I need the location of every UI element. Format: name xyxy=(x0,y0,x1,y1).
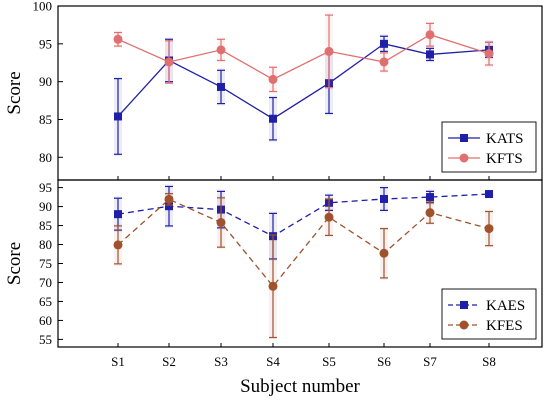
x-tick-label: S6 xyxy=(377,354,391,369)
x-tick-label: S3 xyxy=(214,354,228,369)
y-tick-label: 90 xyxy=(39,199,52,214)
y-tick-label: 70 xyxy=(39,275,52,290)
data-point xyxy=(426,50,434,59)
y-tick-label: 85 xyxy=(39,218,52,233)
y-tick-label: 65 xyxy=(39,294,52,309)
y-tick-label: 95 xyxy=(39,180,52,195)
y-tick-label: 80 xyxy=(39,237,52,252)
data-point xyxy=(484,49,494,59)
series-line xyxy=(117,34,490,81)
data-point xyxy=(484,224,494,234)
data-point xyxy=(217,82,225,91)
x-tick-label: S1 xyxy=(111,354,125,369)
legend-box xyxy=(441,288,537,340)
y-tick-label: 55 xyxy=(39,332,52,347)
data-point xyxy=(379,57,389,67)
y-tick-label: 80 xyxy=(39,150,52,165)
data-point xyxy=(216,45,226,55)
data-point xyxy=(113,240,123,250)
x-tick-label: S5 xyxy=(322,354,336,369)
y-tick-label: 75 xyxy=(39,256,52,271)
data-point xyxy=(165,202,173,211)
x-tick-label: S7 xyxy=(423,354,437,369)
data-point xyxy=(426,193,434,202)
data-point xyxy=(425,30,435,40)
y-tick-label: 90 xyxy=(39,74,52,89)
data-point xyxy=(216,218,226,228)
data-point xyxy=(164,194,174,204)
data-point xyxy=(380,194,388,203)
data-point xyxy=(269,114,277,123)
data-point xyxy=(380,39,388,48)
y-tick-label: 95 xyxy=(39,36,52,51)
data-point xyxy=(268,281,278,291)
data-point xyxy=(268,74,278,84)
legend-marker xyxy=(459,153,469,163)
data-point xyxy=(114,112,122,121)
data-point xyxy=(324,46,334,56)
data-point xyxy=(164,57,174,67)
data-point xyxy=(113,34,123,44)
x-axis-label: Subject number xyxy=(240,376,360,397)
legend-label: KFTS xyxy=(486,151,523,167)
legend-label: KFES xyxy=(486,318,523,334)
x-tick-label: S8 xyxy=(482,354,496,369)
legend-box xyxy=(441,121,537,173)
legend-marker xyxy=(460,301,468,309)
y-tick-label: 100 xyxy=(33,0,53,14)
legend-label: KATS xyxy=(486,131,524,147)
data-point xyxy=(425,208,435,218)
series-line xyxy=(117,198,490,288)
y-axis-label: Score xyxy=(4,242,25,285)
x-tick-label: S2 xyxy=(162,354,176,369)
legend-label: KAES xyxy=(486,298,525,314)
series-line xyxy=(117,43,490,120)
data-point xyxy=(485,190,493,199)
data-point xyxy=(324,212,334,222)
x-tick-label: S4 xyxy=(266,354,280,369)
data-point xyxy=(114,210,122,219)
y-tick-label: 85 xyxy=(39,112,52,127)
series-line xyxy=(117,193,490,237)
y-axis-label: Score xyxy=(4,71,25,114)
legend-marker xyxy=(460,134,468,142)
legend-marker xyxy=(459,320,469,330)
y-tick-label: 60 xyxy=(39,313,52,328)
data-point xyxy=(379,248,389,258)
